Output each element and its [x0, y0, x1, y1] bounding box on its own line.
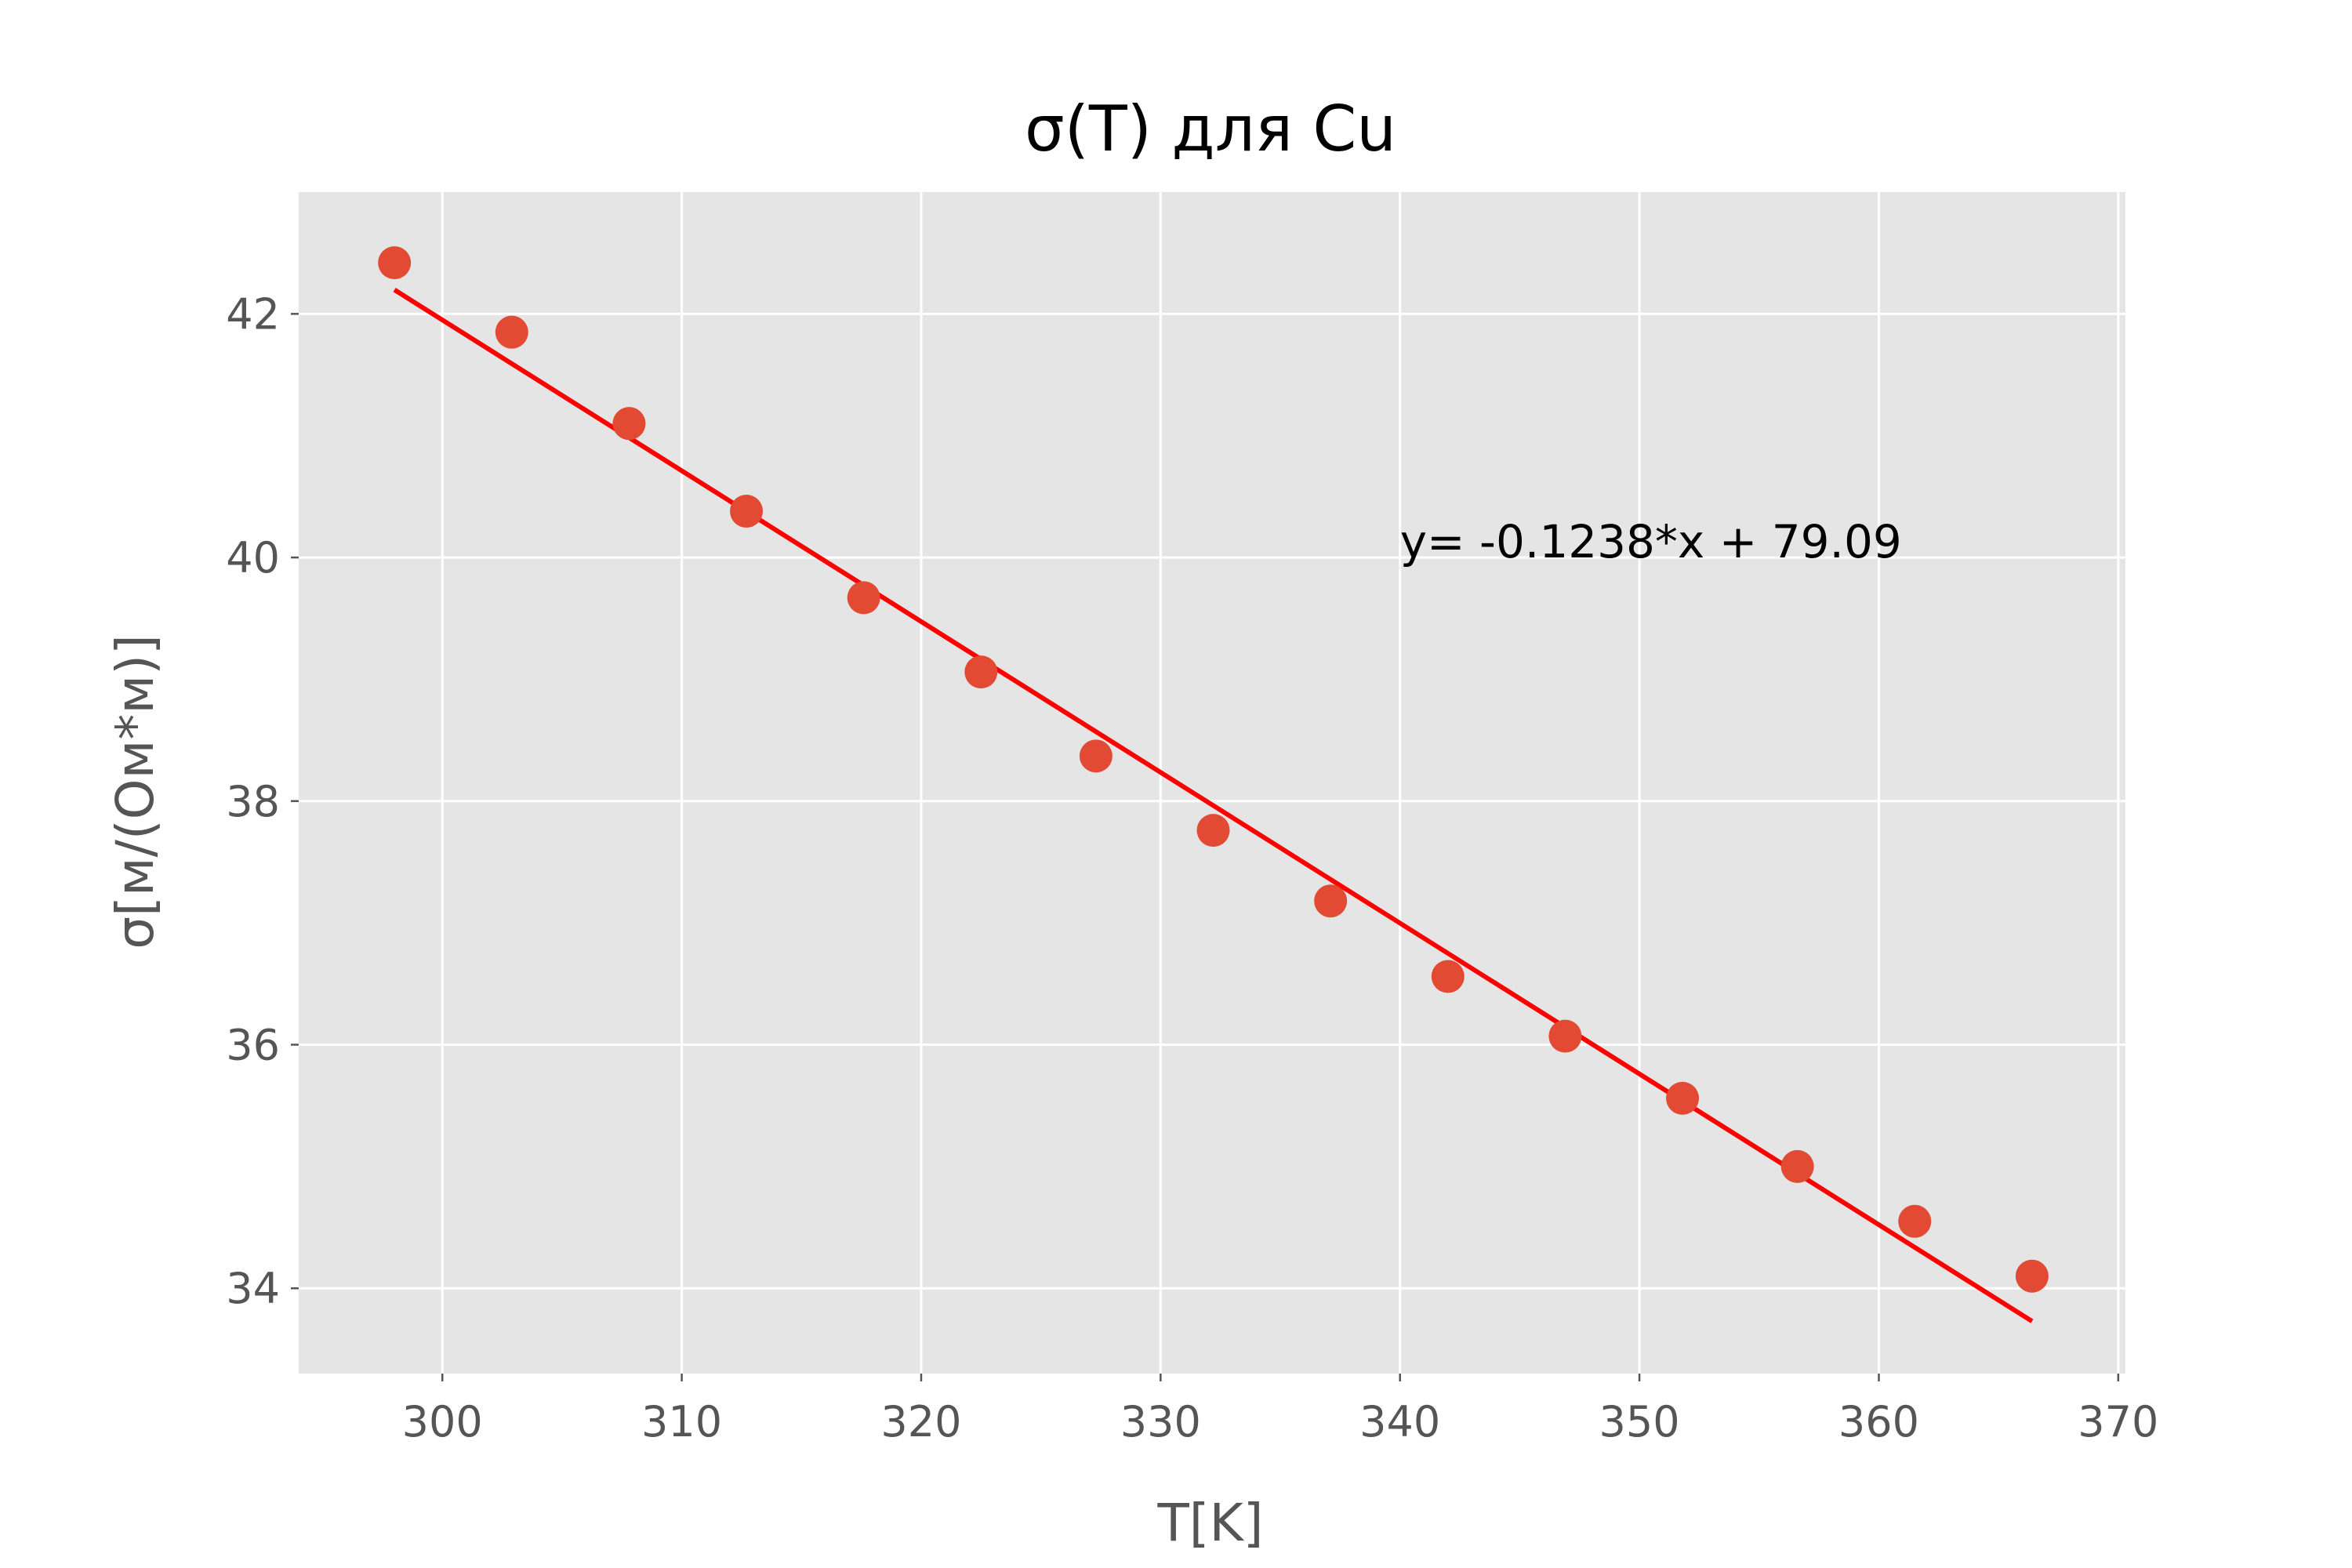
x-tick-label: 310	[641, 1397, 722, 1446]
y-axis-label: σ[м/(Ом*м)]	[105, 634, 165, 949]
axis-ticks: 300 310 320 330 340 350 360 370 34 36 38 40 42	[226, 289, 2158, 1446]
plot-area	[299, 192, 2125, 1374]
x-tick-label: 370	[2078, 1397, 2158, 1446]
y-tick-label: 40	[226, 533, 280, 583]
data-point	[612, 407, 646, 441]
y-tick-label: 34	[226, 1264, 280, 1313]
x-tick-label: 330	[1120, 1397, 1201, 1446]
fit-equation-annotation: y= -0.1238*x + 79.09	[1400, 515, 1902, 568]
chart-title: σ(T) для Cu	[1025, 93, 1396, 165]
data-point	[1431, 960, 1465, 993]
data-point	[378, 246, 412, 280]
y-tick-label: 36	[226, 1021, 280, 1070]
data-point	[964, 655, 998, 689]
x-tick-label: 320	[880, 1397, 961, 1446]
data-point	[1196, 814, 1230, 848]
data-point	[1780, 1149, 1814, 1183]
grid-lines	[299, 192, 2125, 1374]
data-point	[730, 495, 764, 528]
data-points	[378, 246, 2049, 1293]
y-tick-label: 42	[226, 289, 280, 339]
data-point	[1548, 1019, 1582, 1053]
data-point	[2015, 1259, 2049, 1293]
x-tick-label: 300	[402, 1397, 483, 1446]
fit-line	[393, 288, 2034, 1323]
x-tick-label: 340	[1359, 1397, 1440, 1446]
data-point	[1898, 1204, 1932, 1238]
fit-line-group	[393, 288, 2034, 1323]
data-point	[1314, 884, 1348, 918]
x-tick-label: 360	[1838, 1397, 1919, 1446]
x-tick-label: 350	[1599, 1397, 1680, 1446]
x-axis-label: T[K]	[1156, 1493, 1263, 1553]
data-point	[495, 315, 528, 349]
data-point	[847, 581, 880, 615]
y-tick-label: 38	[226, 777, 280, 826]
data-point	[1666, 1081, 1700, 1115]
data-point	[1079, 739, 1112, 773]
